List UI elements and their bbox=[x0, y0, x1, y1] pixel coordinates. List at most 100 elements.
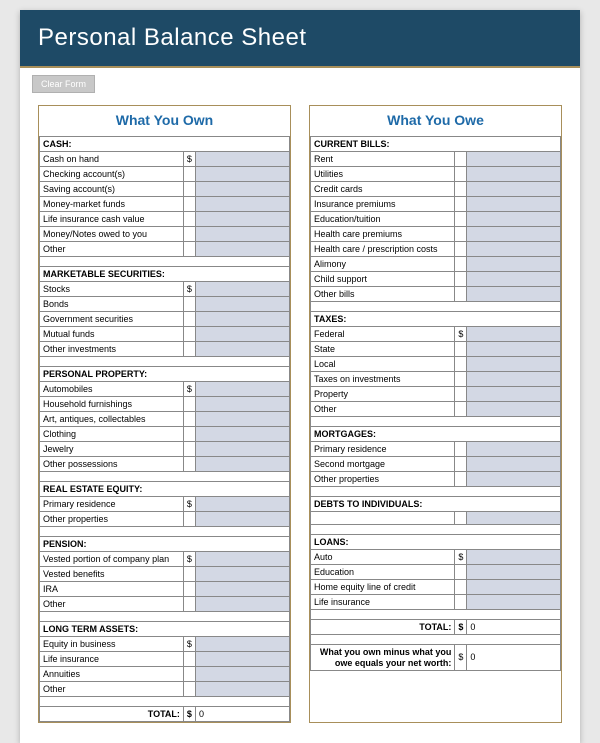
value-input[interactable] bbox=[195, 682, 289, 697]
value-input[interactable] bbox=[195, 297, 289, 312]
value-input[interactable] bbox=[467, 272, 561, 287]
dollar-sign bbox=[183, 412, 195, 427]
row-label: Insurance premiums bbox=[311, 197, 455, 212]
section-header: LOANS: bbox=[311, 535, 561, 550]
row-label: Saving account(s) bbox=[40, 182, 184, 197]
value-input[interactable] bbox=[195, 342, 289, 357]
row-label: Other investments bbox=[40, 342, 184, 357]
dollar-sign bbox=[455, 197, 467, 212]
value-input[interactable] bbox=[467, 182, 561, 197]
dollar-sign: $ bbox=[455, 550, 467, 565]
dollar-sign bbox=[455, 595, 467, 610]
value-input[interactable] bbox=[467, 387, 561, 402]
section-header: REAL ESTATE EQUITY: bbox=[40, 482, 290, 497]
value-input[interactable] bbox=[467, 580, 561, 595]
value-input[interactable] bbox=[195, 312, 289, 327]
dollar-sign bbox=[455, 512, 467, 525]
row-label: Education bbox=[311, 565, 455, 580]
value-input[interactable] bbox=[195, 227, 289, 242]
dollar-sign: $ bbox=[183, 707, 195, 722]
value-input[interactable] bbox=[195, 397, 289, 412]
section-header: MARKETABLE SECURITIES: bbox=[40, 267, 290, 282]
value-input[interactable] bbox=[467, 152, 561, 167]
row-label: Other properties bbox=[40, 512, 184, 527]
row-label: Utilities bbox=[311, 167, 455, 182]
value-input[interactable] bbox=[467, 595, 561, 610]
value-input[interactable] bbox=[467, 550, 561, 565]
row-label: Automobiles bbox=[40, 382, 184, 397]
row-label: Health care premiums bbox=[311, 227, 455, 242]
dollar-sign bbox=[183, 427, 195, 442]
value-input[interactable] bbox=[195, 567, 289, 582]
value-input[interactable] bbox=[467, 472, 561, 487]
row-label: Education/tuition bbox=[311, 212, 455, 227]
clear-form-button[interactable]: Clear Form bbox=[32, 75, 95, 93]
value-input[interactable] bbox=[195, 582, 289, 597]
value-input[interactable] bbox=[195, 597, 289, 612]
dollar-sign bbox=[455, 372, 467, 387]
value-input[interactable] bbox=[195, 152, 289, 167]
value-input[interactable] bbox=[195, 442, 289, 457]
value-input[interactable] bbox=[195, 497, 289, 512]
value-input[interactable] bbox=[195, 412, 289, 427]
row-label: Household furnishings bbox=[40, 397, 184, 412]
value-input[interactable] bbox=[195, 457, 289, 472]
row-label: Money-market funds bbox=[40, 197, 184, 212]
dollar-sign bbox=[183, 652, 195, 667]
dollar-sign: $ bbox=[455, 327, 467, 342]
dollar-sign bbox=[455, 257, 467, 272]
value-input[interactable] bbox=[195, 327, 289, 342]
value-input[interactable] bbox=[467, 287, 561, 302]
section-header: PERSONAL PROPERTY: bbox=[40, 367, 290, 382]
row-label: Health care / prescription costs bbox=[311, 242, 455, 257]
row-label: Money/Notes owed to you bbox=[40, 227, 184, 242]
dollar-sign bbox=[183, 167, 195, 182]
value-input[interactable] bbox=[467, 457, 561, 472]
value-input[interactable] bbox=[467, 442, 561, 457]
row-label: Primary residence bbox=[311, 442, 455, 457]
value-input[interactable] bbox=[467, 327, 561, 342]
row-label: Second mortgage bbox=[311, 457, 455, 472]
value-input[interactable] bbox=[467, 257, 561, 272]
balance-sheet: What You Own CASH:Cash on hand$Checking … bbox=[20, 105, 580, 723]
row-label: Home equity line of credit bbox=[311, 580, 455, 595]
value-input[interactable] bbox=[195, 182, 289, 197]
value-input[interactable] bbox=[195, 652, 289, 667]
dollar-sign bbox=[183, 227, 195, 242]
value-input[interactable] bbox=[467, 512, 561, 525]
value-input[interactable] bbox=[467, 357, 561, 372]
page-title: Personal Balance Sheet bbox=[38, 24, 307, 51]
value-input[interactable] bbox=[195, 667, 289, 682]
dollar-sign bbox=[183, 197, 195, 212]
value-input[interactable] bbox=[467, 242, 561, 257]
dollar-sign bbox=[455, 212, 467, 227]
value-input[interactable] bbox=[195, 197, 289, 212]
dollar-sign bbox=[455, 342, 467, 357]
row-label: Vested benefits bbox=[40, 567, 184, 582]
row-label: Child support bbox=[311, 272, 455, 287]
value-input[interactable] bbox=[467, 342, 561, 357]
value-input[interactable] bbox=[195, 212, 289, 227]
value-input[interactable] bbox=[195, 382, 289, 397]
value-input[interactable] bbox=[467, 167, 561, 182]
value-input[interactable] bbox=[195, 167, 289, 182]
toolbar: Clear Form bbox=[20, 68, 580, 105]
value-input[interactable] bbox=[195, 552, 289, 567]
value-input[interactable] bbox=[195, 637, 289, 652]
row-label: Bonds bbox=[40, 297, 184, 312]
dollar-sign bbox=[183, 442, 195, 457]
value-input[interactable] bbox=[467, 372, 561, 387]
value-input[interactable] bbox=[467, 227, 561, 242]
value-input[interactable] bbox=[467, 565, 561, 580]
dollar-sign bbox=[183, 312, 195, 327]
dollar-sign bbox=[183, 682, 195, 697]
value-input[interactable] bbox=[195, 427, 289, 442]
value-input[interactable] bbox=[195, 282, 289, 297]
value-input[interactable] bbox=[467, 212, 561, 227]
dollar-sign bbox=[183, 182, 195, 197]
value-input[interactable] bbox=[195, 512, 289, 527]
dollar-sign: $ bbox=[183, 637, 195, 652]
value-input[interactable] bbox=[467, 197, 561, 212]
value-input[interactable] bbox=[195, 242, 289, 257]
value-input[interactable] bbox=[467, 402, 561, 417]
